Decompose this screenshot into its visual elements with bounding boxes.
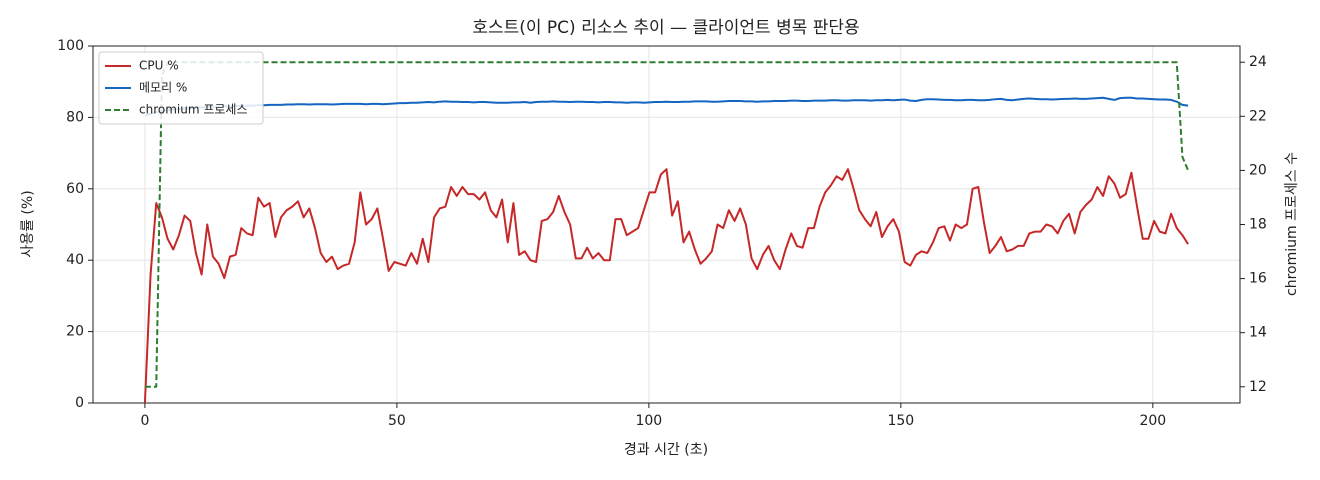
x-tick-label: 200	[1139, 413, 1166, 429]
y2-tick-label: 14	[1249, 325, 1267, 341]
legend-label: chromium 프로세스	[139, 103, 248, 117]
x-tick-label: 0	[140, 413, 149, 429]
x-tick-label: 50	[388, 413, 406, 429]
y-tick-label: 80	[66, 109, 84, 125]
legend-label: 메모리 %	[139, 81, 187, 95]
series-line	[143, 168, 1189, 404]
x-axis-label: 경과 시간 (초)	[624, 442, 708, 458]
plot-frame	[92, 45, 1241, 404]
y2-tick-label: 12	[1249, 379, 1267, 395]
y-tick-label: 40	[66, 252, 84, 268]
series-line	[144, 61, 1190, 388]
y2-axis-label: chromium 프로세스 수	[1284, 152, 1300, 296]
y-tick-label: 100	[57, 38, 84, 54]
x-tick-label: 150	[887, 413, 914, 429]
series-line	[144, 96, 1189, 117]
legend-box	[98, 51, 264, 125]
y-tick-label: 20	[66, 324, 84, 340]
y-tick-label: 0	[75, 395, 84, 411]
y-tick-label: 60	[66, 181, 84, 197]
y2-tick-label: 24	[1249, 54, 1267, 70]
y2-tick-label: 20	[1249, 162, 1267, 178]
y-axis-label: 사용률 (%)	[20, 190, 36, 257]
legend-label: CPU %	[139, 59, 179, 73]
y2-tick-label: 22	[1249, 108, 1267, 124]
chart-title: 호스트(이 PC) 리소스 추이 — 클라이언트 병목 판단용	[472, 18, 859, 38]
y2-tick-label: 16	[1249, 271, 1267, 287]
y2-tick-label: 18	[1249, 217, 1267, 233]
x-tick-label: 100	[635, 413, 662, 429]
